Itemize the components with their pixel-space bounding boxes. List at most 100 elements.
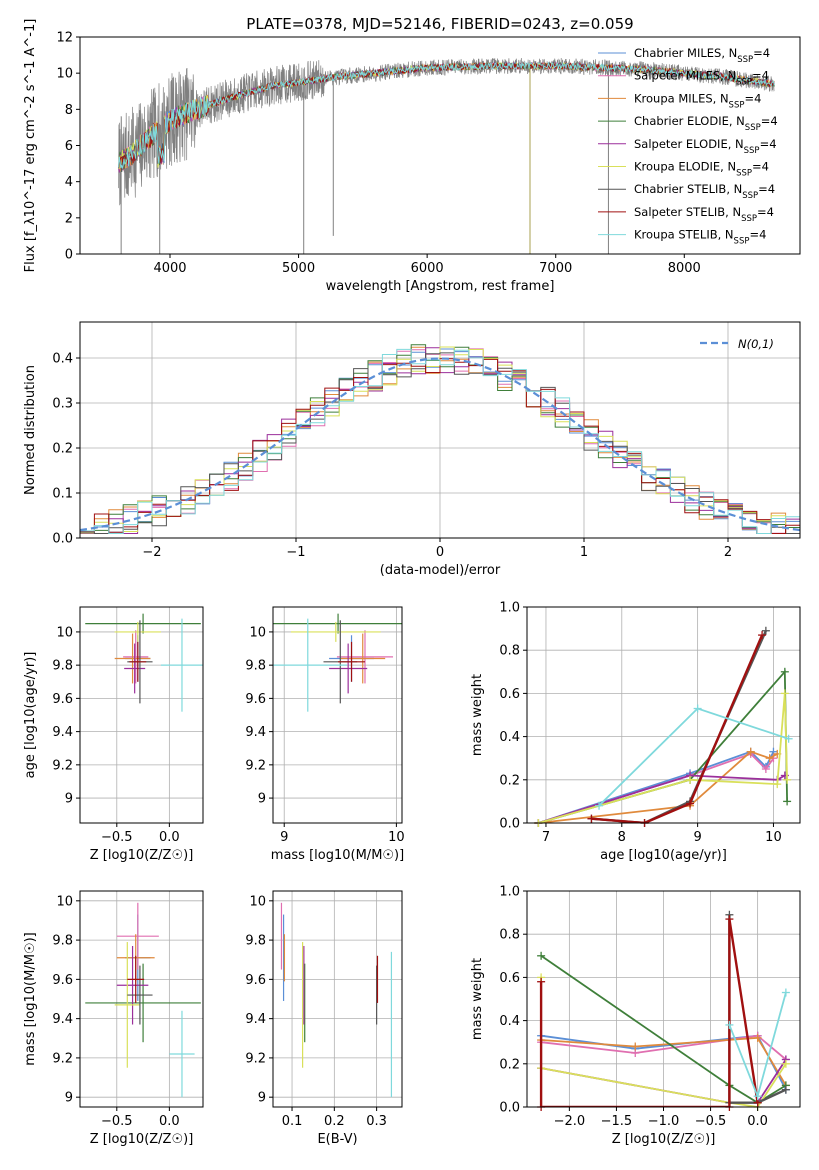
y-tick-label: 9.4 [245,1012,266,1027]
mass-age-panel: 9 10 9 9.2 9.4 9.6 9.8 10 mass [log10(M/M☉)] [245,606,405,863]
weight-marker [783,775,792,784]
x-tick-label: 5000 [282,261,315,276]
y-tick-label: 0.0 [499,1101,520,1116]
x-tick-label: 6000 [411,261,444,276]
axes-frame [79,890,204,1108]
y-tick-label: 9.8 [52,934,73,949]
x-tick-label: 7 [542,830,550,845]
y-tick-label: 9 [65,1091,73,1106]
y-tick-label: 0.8 [499,644,520,659]
errorbar-point [116,902,159,970]
weight-marker [783,797,792,806]
weight-marker [781,988,790,997]
errorbar-point [329,643,368,694]
y-tick-label: 0.2 [52,442,73,457]
x-tick-label: −0.5 [101,1114,133,1129]
y-tick-label: 1.0 [499,601,520,616]
x-tick-label: −2.0 [554,1114,586,1129]
weight-marker [537,951,546,960]
weight-marker [780,689,789,698]
weight-marker [761,626,770,635]
weight-marker [758,631,767,640]
x-tick-label: 1 [580,545,588,560]
errorbar-point [127,955,145,1003]
model-line-kroupa-stelib [118,61,775,169]
x-tick-label: 0.0 [159,830,180,845]
errorbar-point [338,641,365,682]
weight-marker [725,915,734,924]
weight-line-kroupa-miles [541,1036,787,1086]
y-tick-label: 9.8 [245,659,266,674]
spectrum-panel: 4000 5000 6000 7000 8000 0 2 4 6 8 10 12 wavelength … [23,19,801,294]
x-tick-label: 4000 [153,261,186,276]
y-tick-label: 0.1 [52,487,73,502]
x-tick-label: −1.5 [601,1114,633,1129]
spectrum-data-line [118,57,775,206]
y-tick-label: 9.2 [52,758,73,773]
y-tick-label: 0.8 [499,928,520,943]
y-tick-label: 2 [65,211,73,226]
weight-marker [761,765,770,773]
age-weight-panel: 7 8 9 10 0.0 0.2 0.4 0.6 0.8 1.0 age [log10(age/yr… [470,601,801,863]
weight-marker [587,814,596,823]
weight-marker [746,747,755,756]
weight-marker [537,977,546,986]
x-axis-label: (data-model)/error [380,563,501,578]
errorbar-point [290,621,381,642]
y-tick-label: 4 [65,175,73,190]
y-tick-label: 12 [56,31,73,46]
x-axis-label: Z [log10(Z/Z☉)] [612,1132,716,1147]
weight-marker [753,1033,762,1042]
errorbar-point [114,621,161,642]
weight-marker [595,801,604,810]
x-tick-label: 10 [765,830,782,845]
x-tick-label: −2 [142,545,161,560]
errorbar-point [127,965,153,1025]
y-tick-label: 9.6 [245,692,266,707]
errorbar-point [85,963,201,1043]
errorbar-point [273,618,348,712]
x-tick-label: 0.0 [747,1114,768,1129]
weight-marker [686,799,695,808]
panels: 4000 5000 6000 7000 8000024681012wavelength … [23,19,801,1147]
x-tick-label: 8000 [668,261,701,276]
y-axis-label: mass weight [470,674,485,756]
y-tick-label: 10 [249,894,266,909]
weight-line-salpeter-elodie [538,774,786,823]
y-axis-label: Normed distribution [23,365,38,495]
gaussian-curve [79,357,801,532]
y-tick-label: 9.2 [245,1051,266,1066]
y-tick-label: 1.0 [499,885,520,900]
errorbar-point [336,630,394,684]
z-weight-panel: −2.0 −1.5 −1.0 −0.5 0.0 0.0 0.2 0.4 0.6 0.8 1.0 Z [… [470,885,801,1147]
y-tick-label: 10 [249,625,266,640]
y-tick-label: 0.6 [499,687,520,702]
histogram-chabrier-stelib [80,352,800,534]
y-tick-label: 9.6 [245,973,266,988]
y-tick-label: 0.4 [52,352,73,367]
histogram-kroupa-elodie [80,346,800,534]
errorbar-point [160,618,203,712]
weight-marker [693,704,702,713]
errorbar-point [124,643,146,694]
histogram-kroupa-stelib [80,348,800,534]
x-axis-label: age [log10(age/yr)] [600,848,727,863]
weight-marker [781,1059,790,1068]
x-tick-label: −1 [286,545,305,560]
y-tick-label: 0.4 [499,730,520,745]
x-tick-label: 8 [618,830,626,845]
x-axis-label: wavelength [Angstrom, rest frame] [326,279,555,294]
y-tick-label: 0.2 [499,773,520,788]
z-age-panel: −0.5 0.0 9 9.2 9.4 9.6 9.8 10 Z [log10(Z/Z☉)] age… [23,606,204,863]
weight-line-salpeter-stelib [591,634,764,823]
y-tick-label: 9.6 [52,973,73,988]
x-tick-label: 2 [724,545,732,560]
page-title: PLATE=0378, MJD=52146, FIBERID=0243, z=0… [246,15,633,33]
y-tick-label: 0 [65,248,73,263]
y-tick-label: 10 [56,67,73,82]
axes-frame [272,606,403,824]
x-tick-label: 7000 [539,261,572,276]
y-tick-label: 9.6 [52,692,73,707]
x-axis-label: Z [log10(Z/Z☉)] [90,848,194,863]
